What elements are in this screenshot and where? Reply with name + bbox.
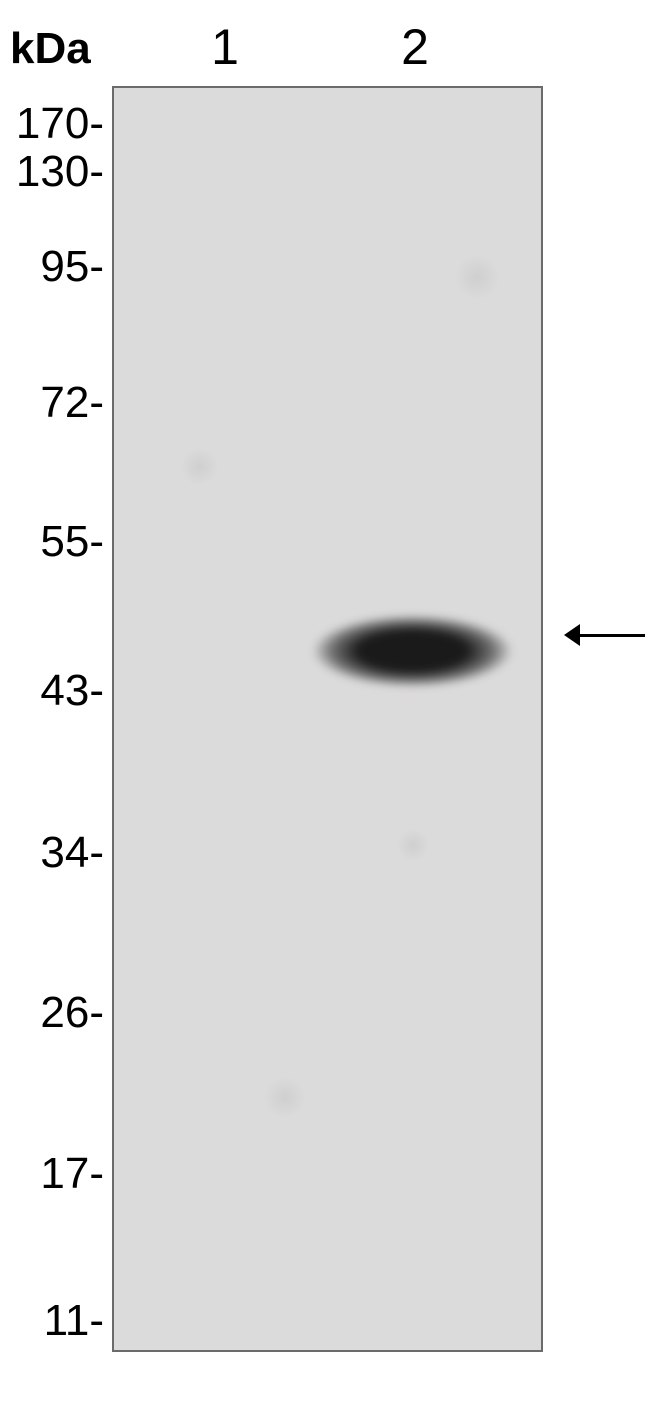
mw-marker-text: 55- [40, 517, 104, 566]
protein-band [305, 612, 520, 690]
mw-marker-text: 17- [40, 1149, 104, 1198]
unit-text: kDa [10, 24, 91, 73]
mw-marker-11: 11- [6, 1296, 104, 1346]
arrow-line [580, 634, 645, 637]
lane-label-2: 2 [395, 18, 435, 76]
mw-marker-26: 26- [6, 988, 104, 1038]
mw-marker-34: 34- [6, 828, 104, 878]
mw-marker-text: 11- [44, 1296, 104, 1345]
lane-number-text: 2 [401, 19, 429, 75]
mw-marker-170: 170- [6, 99, 104, 149]
mw-marker-text: 72- [40, 378, 104, 427]
mw-marker-55: 55- [6, 517, 104, 567]
mw-marker-text: 130- [16, 147, 104, 196]
mw-marker-130: 130- [6, 147, 104, 197]
mw-marker-text: 170- [16, 99, 104, 148]
lane-label-1: 1 [205, 18, 245, 76]
mw-marker-text: 34- [40, 828, 104, 877]
mw-marker-43: 43- [6, 666, 104, 716]
unit-label: kDa [0, 24, 104, 74]
mw-marker-95: 95- [6, 242, 104, 292]
mw-marker-text: 26- [40, 988, 104, 1037]
mw-marker-72: 72- [6, 378, 104, 428]
mw-marker-text: 95- [40, 242, 104, 291]
mw-marker-17: 17- [6, 1149, 104, 1199]
western-blot-figure: kDa 1 2 170-130- 95- 72- 55- 43- 34- 26- 17- 11- [0, 0, 650, 1401]
lane-number-text: 1 [211, 19, 239, 75]
arrow-head-icon [564, 624, 580, 646]
blot-membrane [112, 86, 543, 1352]
mw-marker-text: 43- [40, 666, 104, 715]
